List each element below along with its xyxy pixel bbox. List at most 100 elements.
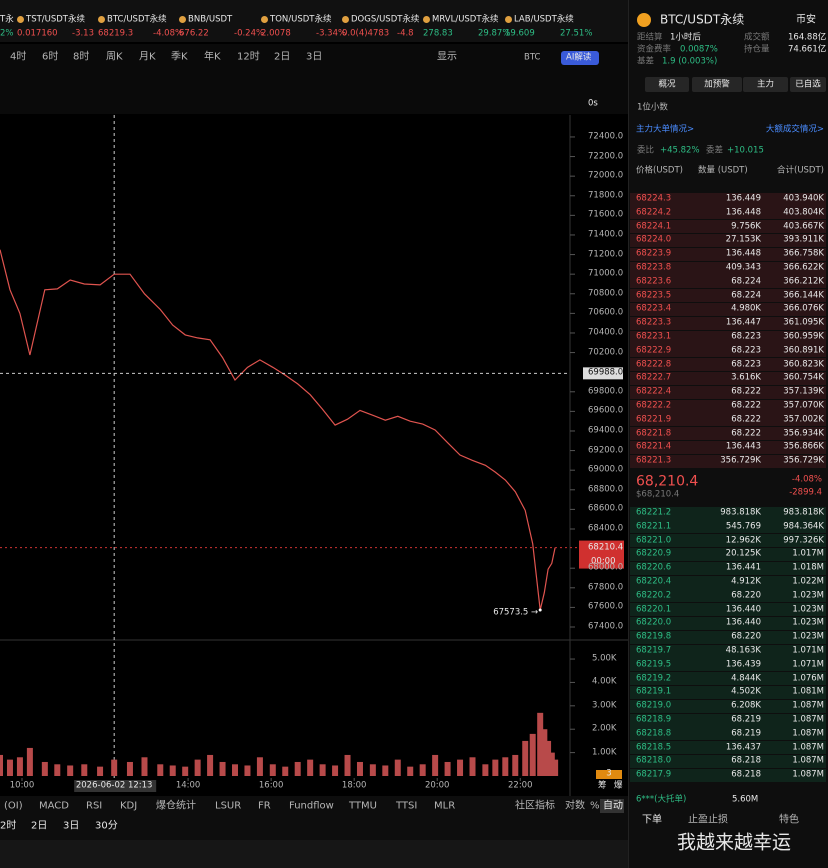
order-price[interactable]: 68220.2 [636,590,672,601]
order-price[interactable]: 68224.2 [636,207,672,218]
period-button[interactable]: 3日 [63,820,80,832]
precision-select[interactable]: 1位小数 [637,102,668,113]
ai-button-label[interactable]: AI解读 [566,52,592,63]
indicator-button[interactable]: FR [258,800,271,812]
ai-button[interactable] [561,51,599,65]
order-price[interactable]: 68220.6 [636,562,672,573]
panel-link[interactable]: 主力大单情况> [636,124,695,135]
panel-link[interactable]: 大额成交情况> [765,124,824,135]
order-price[interactable]: 68220.0 [636,617,672,628]
order-tab[interactable]: 下单 [642,814,662,826]
order-price[interactable]: 68223.5 [636,290,672,301]
order-price[interactable]: 68218.8 [636,728,672,739]
order-price[interactable]: 68223.3 [636,317,672,328]
indicator-button[interactable]: TTMU [349,800,377,812]
interval-button[interactable]: 6时 [42,51,59,63]
order-price[interactable]: 68220.1 [636,604,672,615]
order-total: 1.023M [792,631,824,642]
chart-option[interactable]: 对数 [565,800,585,812]
period-button[interactable]: 30分 [95,820,118,832]
depth-row [630,644,826,658]
chart-option[interactable]: 社区指标 [515,800,555,812]
order-price[interactable]: 68223.9 [636,248,672,259]
order-price[interactable]: 68220.9 [636,548,672,559]
indicator-button[interactable]: LSUR [215,800,242,812]
panel-button-label[interactable]: 概况 [658,79,676,90]
panel-button[interactable] [692,77,742,92]
order-price[interactable]: 68221.3 [636,455,672,466]
order-price[interactable]: 68222.9 [636,345,672,356]
ticker-symbol[interactable]: TST/USDT永续 [26,14,85,25]
order-price[interactable]: 68221.9 [636,414,672,425]
order-tab[interactable]: 止盈止损 [688,814,728,826]
indicator-button[interactable]: Fundflow [289,800,334,812]
period-button[interactable]: 2时 [0,820,17,832]
ticker-symbol[interactable]: DOGS/USDT永续 [351,14,420,25]
order-price[interactable]: 68219.2 [636,673,672,684]
order-price[interactable]: 68219.8 [636,631,672,642]
period-button[interactable]: 2日 [31,820,48,832]
display-button[interactable]: 显示 [437,51,457,63]
order-price[interactable]: 68224.0 [636,234,672,245]
ticker-symbol[interactable]: BTC/USDT永续 [107,14,167,25]
order-price[interactable]: 68222.8 [636,359,672,370]
order-price[interactable]: 68221.1 [636,521,672,532]
order-price[interactable]: 68218.5 [636,742,672,753]
panel-button-label[interactable]: 主力 [756,79,775,90]
interval-button[interactable]: 年K [204,51,221,63]
indicator-button[interactable]: MACD [39,800,69,812]
panel-button[interactable] [790,77,826,92]
interval-button[interactable]: 4时 [10,51,27,63]
interval-button[interactable]: 12时 [237,51,260,63]
order-price[interactable]: 68224.3 [636,193,672,204]
indicator-button[interactable]: KDJ [120,800,138,812]
indicator-button[interactable]: 爆仓统计 [156,800,196,812]
order-price[interactable]: 68224.1 [636,221,672,232]
order-price[interactable]: 68221.8 [636,428,672,439]
ticker-symbol[interactable]: T永 [0,14,14,25]
order-price[interactable]: 68220.4 [636,576,672,587]
interval-button[interactable]: 3日 [306,51,323,63]
interval-button[interactable]: 周K [106,51,123,63]
order-price[interactable]: 68218.9 [636,714,672,725]
interval-button[interactable]: 2日 [274,51,291,63]
ticker-symbol[interactable]: TON/USDT永续 [270,14,332,25]
order-tab[interactable]: 特色 [779,814,799,826]
order-price[interactable]: 68219.7 [636,645,672,656]
order-price[interactable]: 68223.4 [636,303,672,314]
coin-select[interactable]: BTC [524,52,541,63]
order-price[interactable]: 68223.1 [636,331,672,342]
panel-button[interactable] [645,77,689,92]
indicator-button[interactable]: RSI [86,800,103,812]
panel-button-label[interactable]: 加预警 [704,79,730,90]
order-price[interactable]: 68219.5 [636,659,672,670]
chart-option[interactable]: % [590,800,600,812]
chart-option[interactable]: 自动 [603,800,623,812]
order-price[interactable]: 68222.7 [636,372,672,383]
order-price[interactable]: 68218.0 [636,755,672,766]
order-price[interactable]: 68223.6 [636,276,672,287]
order-price[interactable]: 68221.4 [636,441,672,452]
indicator-button[interactable]: (OI) [4,800,23,812]
panel-exchange[interactable]: 币安 [796,14,816,26]
order-price[interactable]: 68219.1 [636,686,672,697]
indicator-button[interactable]: TTSI [396,800,418,812]
ticker-symbol[interactable]: BNB/USDT [188,14,233,25]
interval-button[interactable]: 季K [171,51,188,63]
panel-button[interactable] [743,77,788,92]
order-price[interactable]: 68223.8 [636,262,672,273]
interval-button[interactable]: 8时 [73,51,90,63]
depth-row [630,741,826,755]
order-price[interactable]: 68221.2 [636,507,672,518]
order-price[interactable]: 68217.9 [636,769,672,780]
auto-toggle[interactable] [600,799,624,813]
order-price[interactable]: 68222.4 [636,386,672,397]
ticker-symbol[interactable]: LAB/USDT永续 [514,14,574,25]
indicator-button[interactable]: MLR [434,800,456,812]
interval-button[interactable]: 月K [139,51,156,63]
order-price[interactable]: 68219.0 [636,700,672,711]
ticker-symbol[interactable]: MRVL/USDT永续 [432,14,499,25]
order-price[interactable]: 68221.0 [636,535,672,546]
panel-button-label[interactable]: 已自选 [795,79,821,90]
order-price[interactable]: 68222.2 [636,400,672,411]
